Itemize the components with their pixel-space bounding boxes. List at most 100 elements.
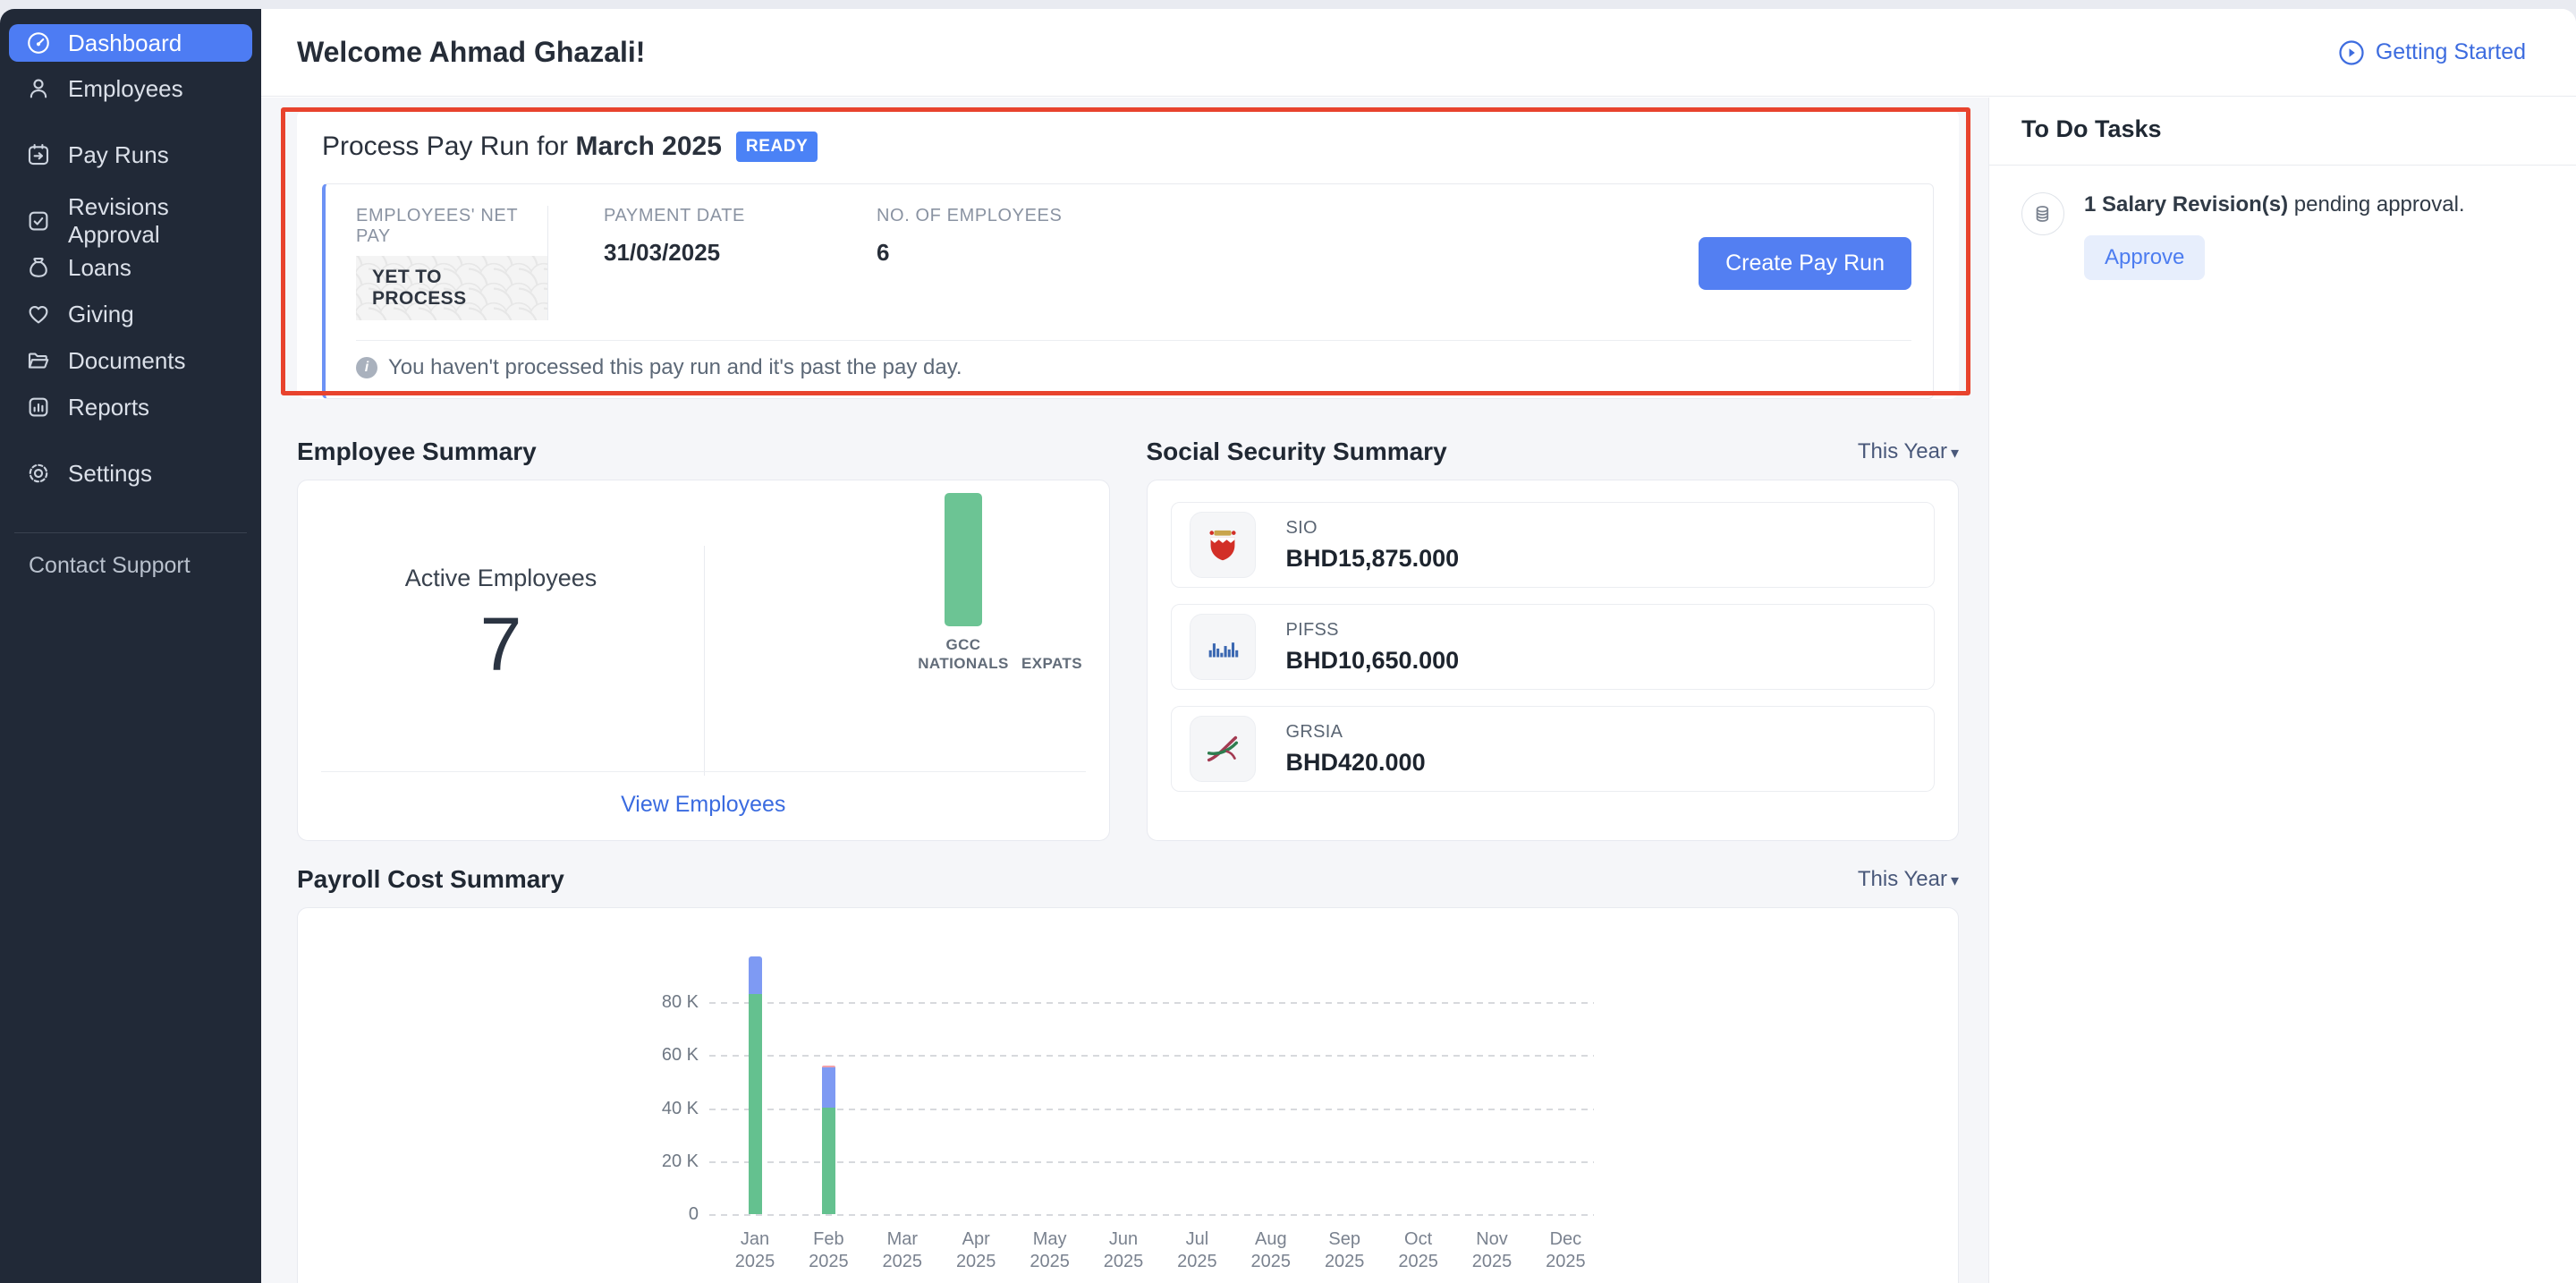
chart-x-tick: Aug 2025 [1250,1229,1292,1271]
documents-icon [25,347,52,374]
body-row: Process Pay Run for March 2025 READY EMP… [261,98,2576,1283]
chart-x-tick: Mar 2025 [882,1229,923,1271]
employees-icon [25,75,52,102]
sidebar-item-pay-runs[interactable]: Pay Runs [9,135,252,174]
sidebar-item-giving[interactable]: Giving [9,294,252,334]
sidebar-item-reports[interactable]: Reports [9,387,252,427]
net-pay-column: EMPLOYEES' NET PAY YET TO PROCESS [356,206,547,320]
chart-x-tick: Oct 2025 [1398,1229,1438,1271]
pay-run-note-row: i You haven't processed this pay run and… [356,340,1911,398]
view-employees-link[interactable]: View Employees [621,792,786,817]
active-employees-block: Active Employees 7 [298,480,704,771]
sidebar-item-dashboard[interactable]: Dashboard [9,24,252,62]
chart-y-tick: 20 K [661,1151,699,1171]
todo-panel: To Do Tasks 1 Salary Revision(s) pending… [1988,98,2576,1283]
create-pay-run-button[interactable]: Create Pay Run [1699,236,1911,290]
net-pay-value-chip: YET TO PROCESS [356,256,547,320]
chart-x-tick: Jun 2025 [1103,1229,1144,1271]
chevron-down-icon: ▾ [1950,444,1959,462]
employee-count-value: 6 [877,239,890,266]
employee-count-column: NO. OF EMPLOYEES 6 [877,206,1062,267]
payroll-cost-chart: 0 20 K 40 K 60 K 80 K Jan 2025 Feb 2025 Mar 202… [297,907,1959,1283]
social-security-period-dropdown[interactable]: This Year ▾ [1858,439,1959,464]
coins-icon [2021,192,2064,235]
chart-y-tick: 80 K [661,992,699,1012]
chart-bar-segment [821,1067,835,1108]
row-amount: BHD420.000 [1285,748,1426,776]
chart-bar-segment [821,1066,835,1068]
status-badge: READY [735,132,818,162]
sio-icon [1189,512,1256,578]
pay-run-note: You haven't processed this pay run and i… [388,355,962,379]
chart-x-tick: May 2025 [1030,1229,1070,1271]
task-text-bold: 1 Salary Revision(s) [2084,192,2289,217]
todo-task-salary-revision: 1 Salary Revision(s) pending approval. A… [2021,192,2540,280]
row-name: SIO [1285,517,1318,538]
social-security-row-grsia[interactable]: GRSIA BHD420.000 [1170,706,1935,792]
chart-y-tick: 60 K [661,1045,699,1065]
chart-y-tick: 0 [688,1204,699,1224]
getting-started-link[interactable]: Getting Started [2338,39,2526,66]
employee-chart-category: GCC NATIONALS [910,493,1017,673]
employee-chart-category: EXPATS [998,645,1106,673]
sidebar-item-loans[interactable]: Loans [9,248,252,287]
sidebar-item-label: Employees [68,74,183,102]
sidebar-item-revisions-approval[interactable]: Revisions Approval [9,193,252,248]
sidebar-item-label: Revisions Approval [68,193,169,248]
employee-summary-section: Employee Summary Active Employees 7 GC [297,435,1110,841]
employee-nationality-chart: GCC NATIONALS EXPATS [705,480,1109,771]
row-amount: BHD15,875.000 [1285,544,1460,572]
active-employees-count: 7 [479,601,522,686]
main-column: Process Pay Run for March 2025 READY EMP… [261,98,1988,1283]
pay-run-details-box: EMPLOYEES' NET PAY YET TO PROCESS PAYMEN… [322,183,1934,399]
task-text-rest: pending approval. [2288,192,2465,217]
row-amount: BHD10,650.000 [1285,646,1460,674]
social-security-row-sio[interactable]: SIO BHD15,875.000 [1170,502,1935,588]
chart-x-tick: Feb 2025 [809,1229,849,1271]
sidebar-item-settings[interactable]: Settings [9,454,252,493]
employee-summary-card: Active Employees 7 GCC NATIONALS EXPATS V… [297,480,1110,841]
social-security-card: SIO BHD15,875.000 PIFSS [1146,480,1959,841]
sidebar-item-label: Documents [68,346,186,374]
chart-bar-segment [821,1107,835,1214]
social-security-row-pifss[interactable]: PIFSS BHD10,650.000 [1170,604,1935,690]
chart-x-tick: Jan 2025 [734,1229,775,1271]
contact-support-link[interactable]: Contact Support [29,553,191,578]
info-icon: i [356,357,377,378]
period-label: This Year [1857,867,1947,891]
chart-gridline [709,1055,1594,1057]
sidebar-item-label: Giving [68,300,134,327]
reports-icon [25,394,52,421]
getting-started-label: Getting Started [2375,39,2526,64]
sidebar-item-employees[interactable]: Employees [9,69,252,108]
pifss-icon [1189,614,1256,680]
row-name: GRSIA [1285,721,1343,742]
employee-count-label: NO. OF EMPLOYEES [877,206,1063,225]
payroll-cost-period-dropdown[interactable]: This Year ▾ [1858,867,1959,892]
task-text: 1 Salary Revision(s) pending approval. [2084,192,2465,217]
employee-summary-title: Employee Summary [297,438,537,465]
chart-gridline [709,1214,1594,1216]
employee-chart-label: EXPATS [1021,655,1082,672]
sidebar-item-label: Dashboard [68,29,182,56]
view-employees-row: View Employees [321,771,1086,818]
todo-divider [1989,165,2576,166]
payment-date-column: PAYMENT DATE 31/03/2025 [604,206,751,267]
payment-date-value: 31/03/2025 [604,239,721,266]
social-security-title: Social Security Summary [1146,438,1447,465]
dashboard-icon [25,30,52,56]
payroll-cost-title: Payroll Cost Summary [297,865,564,893]
chart-x-tick: Dec 2025 [1546,1229,1586,1271]
pay-runs-icon [25,141,52,168]
employee-chart-label: GCC NATIONALS [918,636,1009,672]
chevron-down-icon: ▾ [1950,871,1959,889]
app-window: Dashboard Employees Pay Runs Revisions A… [0,9,2576,1283]
sidebar-item-documents[interactable]: Documents [9,341,252,380]
process-pay-run-card: Process Pay Run for March 2025 READY EMP… [281,107,1970,399]
process-title-row: Process Pay Run for March 2025 READY [322,132,1934,162]
approve-button[interactable]: Approve [2084,235,2206,280]
payment-date-label: PAYMENT DATE [604,206,745,225]
chart-x-tick: Apr 2025 [955,1229,996,1271]
pay-run-columns: EMPLOYEES' NET PAY YET TO PROCESS PAYMEN… [356,206,1911,320]
sidebar-item-label: Reports [68,393,150,421]
